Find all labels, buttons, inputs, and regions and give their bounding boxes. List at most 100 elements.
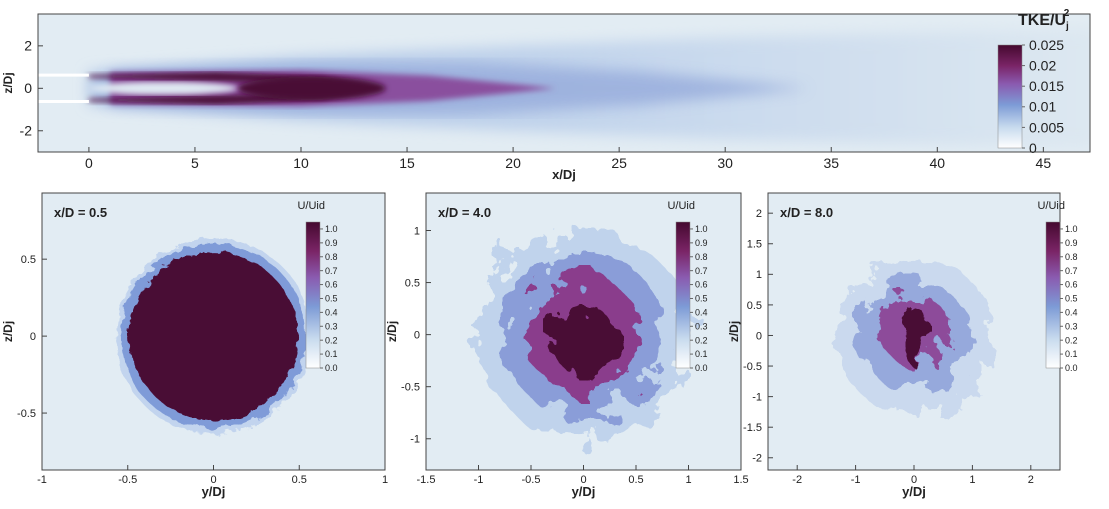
x-tick-label: -1	[851, 474, 861, 486]
colorbar-tick-label: 1.0	[1065, 224, 1078, 234]
y-tick-label: 1	[414, 225, 420, 237]
colorbar-tick-label: 0.5	[325, 294, 338, 304]
colorbar-title-sub: j	[1065, 21, 1069, 32]
y-tick-label: 1.5	[747, 239, 762, 251]
potential-core	[88, 81, 238, 95]
x-axis-label: y/Dj	[572, 484, 596, 499]
colorbar-tick-label: 0.02	[1029, 58, 1056, 74]
colorbar-title: U/Uid	[1037, 200, 1065, 212]
colorbar-title: U/Uid	[297, 200, 325, 212]
colorbar	[305, 221, 321, 369]
x-tick-label: -0.5	[522, 474, 541, 486]
plot-frame	[37, 13, 1091, 153]
colorbar-tick-label: 0.4	[695, 308, 708, 318]
x-tick-label: 0	[210, 474, 216, 486]
y-tick-label: -2	[20, 123, 33, 139]
x-tick-label: 0.5	[628, 474, 643, 486]
x-tick-label: 10	[293, 155, 309, 171]
colorbar-tick-label: 0.5	[1065, 294, 1078, 304]
field	[768, 193, 1060, 470]
field	[42, 193, 385, 470]
core	[899, 306, 929, 365]
x-tick-label: 2	[1028, 474, 1034, 486]
x-tick-label: 1	[382, 474, 388, 486]
colorbar-tick-label: 1.0	[695, 224, 708, 234]
colorbar-tick-label: 1.0	[325, 224, 338, 234]
y-tick-label: 0.5	[21, 254, 36, 266]
x-tick-label: 40	[930, 155, 946, 171]
x-tick-label: 1	[969, 474, 975, 486]
y-axis-label: z/Dj	[727, 321, 741, 342]
x-tick-label: 1.5	[733, 474, 748, 486]
colorbar-tick-label: 0	[1029, 140, 1037, 156]
y-tick-label: 2	[24, 38, 32, 54]
y-tick-label: 0.5	[405, 277, 420, 289]
y-tick-label: -1	[752, 391, 762, 403]
annotation: x/D = 8.0	[780, 205, 833, 220]
x-tick-label: 0	[911, 474, 917, 486]
annotation: x/D = 4.0	[438, 205, 491, 220]
colorbar-tick-label: 0.9	[1065, 238, 1078, 248]
x-tick-label: 0	[580, 474, 586, 486]
y-tick-label: 0	[24, 80, 32, 96]
y-tick-label: -2	[752, 453, 762, 465]
field	[38, 14, 1090, 152]
y-axis-label: z/Dj	[385, 321, 399, 342]
core	[129, 252, 298, 421]
colorbar-tick-label: 0.3	[325, 321, 338, 331]
colorbar	[997, 44, 1023, 149]
x-axis-label: y/Dj	[202, 484, 226, 499]
colorbar-tick-label: 0.7	[695, 266, 708, 276]
colorbar-tick-label: 0.3	[1065, 321, 1078, 331]
x-tick-label: -2	[792, 474, 802, 486]
x-tick-label: -0.5	[118, 474, 137, 486]
x-tick-label: 15	[399, 155, 415, 171]
colorbar-tick-label: 0.0	[1065, 363, 1078, 373]
x-tick-label: 20	[505, 155, 521, 171]
colorbar-tick-label: 0.2	[325, 335, 338, 345]
y-tick-label: -1.5	[743, 422, 762, 434]
colorbar-tick-label: 0.2	[1065, 335, 1078, 345]
x-tick-label: 25	[611, 155, 627, 171]
x-axis-label: x/Dj	[552, 167, 576, 182]
colorbar-tick-label: 0.4	[325, 308, 338, 318]
x-tick-label: -1.5	[417, 474, 436, 486]
y-tick-label: 0	[756, 330, 762, 342]
colorbar-title-sup: 2	[1064, 8, 1070, 19]
colorbar-tick-label: 0.1	[1065, 349, 1078, 359]
colorbar-tick-label: 0.6	[1065, 280, 1078, 290]
colorbar-tick-label: 0.8	[695, 252, 708, 262]
x-tick-label: 35	[823, 155, 839, 171]
colorbar-tick-label: 0.1	[695, 349, 708, 359]
y-tick-label: -0.5	[743, 361, 762, 373]
y-tick-label: 1	[756, 269, 762, 281]
y-axis-label: z/Dj	[1, 72, 15, 93]
y-tick-label: -0.5	[401, 382, 420, 394]
x-axis-label: y/Dj	[902, 484, 926, 499]
colorbar-tick-label: 0.3	[695, 321, 708, 331]
colorbar-tick-label: 0.025	[1029, 37, 1064, 53]
colorbar-tick-label: 0.8	[1065, 252, 1078, 262]
x-tick-label: 30	[717, 155, 733, 171]
colorbar-tick-label: 0.005	[1029, 119, 1064, 135]
core	[549, 306, 618, 374]
colorbar-tick-label: 0.6	[325, 280, 338, 290]
colorbar	[1045, 221, 1061, 369]
colorbar-title: TKE/Uj 2	[1018, 8, 1070, 32]
colorbar-tick-label: 0.01	[1029, 99, 1056, 115]
core-dark	[237, 76, 386, 100]
colorbar-tick-label: 0.4	[1065, 308, 1078, 318]
x-tick-label: -1	[474, 474, 484, 486]
colorbar-tick-label: 0.2	[695, 335, 708, 345]
colorbar-tick-label: 0.1	[325, 349, 338, 359]
x-tick-label: -1	[37, 474, 47, 486]
y-tick-label: 0	[30, 331, 36, 343]
y-tick-label: 2	[756, 208, 762, 220]
colorbar	[675, 221, 691, 369]
colorbar-tick-label: 0.0	[325, 363, 338, 373]
field	[426, 193, 741, 470]
colorbar-tick-label: 0.015	[1029, 78, 1064, 94]
colorbar-title-main: TKE/U	[1018, 12, 1066, 29]
